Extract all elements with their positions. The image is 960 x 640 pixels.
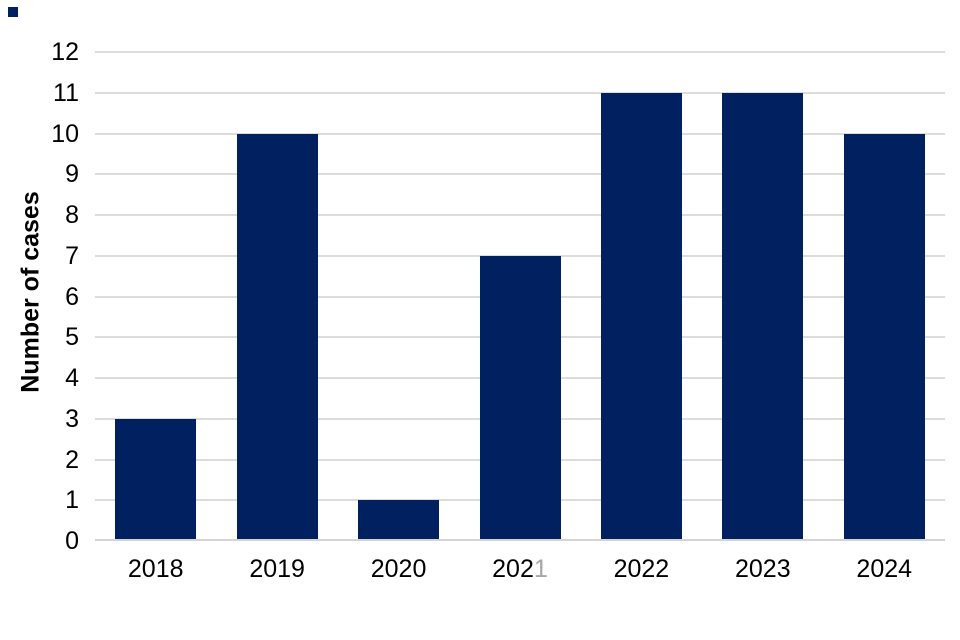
y-tick-label: 12 [51,38,79,66]
bar-2021 [479,255,561,539]
y-tick-label: 5 [65,323,79,352]
y-tick-label: 4 [65,364,79,392]
x-tick-label: 2023 [735,555,791,583]
x-axis-line [95,539,945,541]
x-tick-label: 2022 [613,555,670,583]
x-tick-label: 2018 [127,555,184,583]
bar-2024 [843,133,925,539]
bar-2019 [236,133,318,539]
gridline [95,173,945,176]
y-tick-label: 1 [65,486,79,515]
y-tick-label: 0 [65,527,79,555]
bar-2022 [600,92,682,539]
gridline [95,132,945,135]
gridline [95,91,945,94]
corner-square-mark [8,7,18,17]
y-tick-label: 9 [65,160,79,189]
gridline [95,214,945,216]
x-tick-label: 2021 [459,552,580,586]
x-axis-tick-labels: 2018 2019 2020 2021 2022 2023 2024 [95,552,945,586]
gridline [95,51,945,53]
bar-2023 [722,92,804,539]
y-tick-label: 6 [65,282,79,311]
x-tick-label-main: 202 [492,555,534,583]
x-tick-label: 2024 [856,555,913,583]
bar-2018 [115,418,197,539]
y-tick-label: 2 [65,445,79,474]
y-tick-label: 7 [65,241,79,270]
y-tick-label: 11 [53,78,79,107]
y-tick-label: 3 [65,404,79,433]
x-tick-label: 2020 [370,555,427,583]
x-tick-label-faded-digit: 1 [533,555,548,583]
plot-area [95,51,945,541]
y-tick-label: 10 [51,119,79,148]
x-tick-label: 2019 [249,555,305,583]
bar-2020 [358,500,440,539]
y-tick-label: 8 [65,201,79,229]
